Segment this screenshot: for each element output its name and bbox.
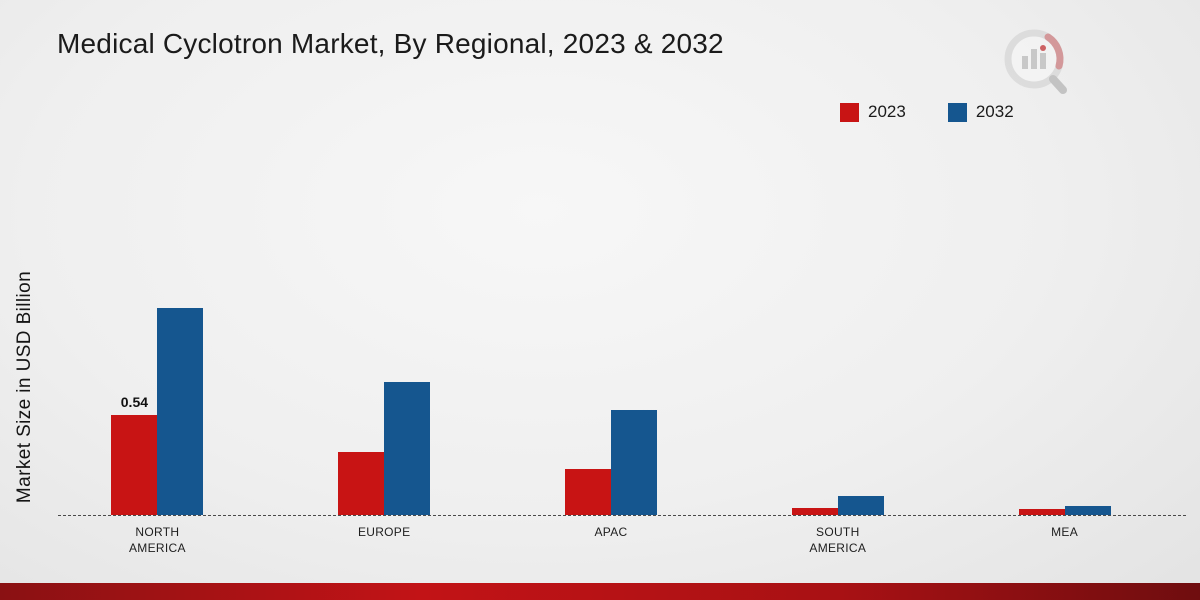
bar-2032 bbox=[157, 308, 204, 515]
bar-group bbox=[791, 496, 884, 515]
bar-group bbox=[338, 382, 431, 515]
legend-label-2032: 2032 bbox=[975, 102, 1014, 121]
bar-2032 bbox=[384, 382, 431, 515]
plot-area: 0.54 bbox=[44, 150, 1178, 515]
x-axis-baseline bbox=[58, 515, 1186, 516]
brand-logo-icon bbox=[1004, 29, 1067, 94]
legend-item-2032: 2032 bbox=[947, 102, 1014, 122]
category-label: APAC bbox=[594, 525, 628, 539]
bar-2032 bbox=[837, 496, 884, 515]
bar-group: 0.54 bbox=[111, 308, 204, 515]
bar-2032 bbox=[1064, 506, 1111, 515]
bar-2032 bbox=[610, 410, 657, 515]
bar-2023 bbox=[338, 452, 385, 515]
legend-swatch bbox=[840, 102, 859, 122]
brand-logo bbox=[998, 26, 1072, 107]
category-label: MEA bbox=[1051, 525, 1079, 539]
legend-label-2023: 2023 bbox=[868, 102, 906, 121]
y-axis-label: Market Size in USD Billion bbox=[14, 270, 35, 504]
legend: 2023 2032 bbox=[840, 102, 1014, 122]
page-title: Medical Cyclotron Market, By Regional, 2… bbox=[57, 28, 724, 59]
footer-bar bbox=[0, 583, 1200, 600]
legend-swatch bbox=[947, 102, 967, 122]
legend-item-2023: 2023 bbox=[840, 102, 906, 122]
bar-value-label: 0.54 bbox=[120, 394, 149, 410]
category-label: NORTH AMERICA bbox=[129, 525, 186, 556]
bar-group bbox=[1018, 506, 1111, 515]
category-labels: NORTH AMERICA EUROPE APAC SOUTH AMERICA MEA bbox=[44, 524, 1178, 556]
bar-2023: 0.54 bbox=[111, 394, 158, 515]
bar-group bbox=[564, 410, 657, 515]
bar-2023 bbox=[564, 469, 611, 515]
category-label: EUROPE bbox=[357, 525, 411, 539]
bar-2023 bbox=[791, 508, 838, 515]
bar-2023 bbox=[1018, 509, 1065, 515]
category-label: SOUTH AMERICA bbox=[809, 525, 867, 556]
